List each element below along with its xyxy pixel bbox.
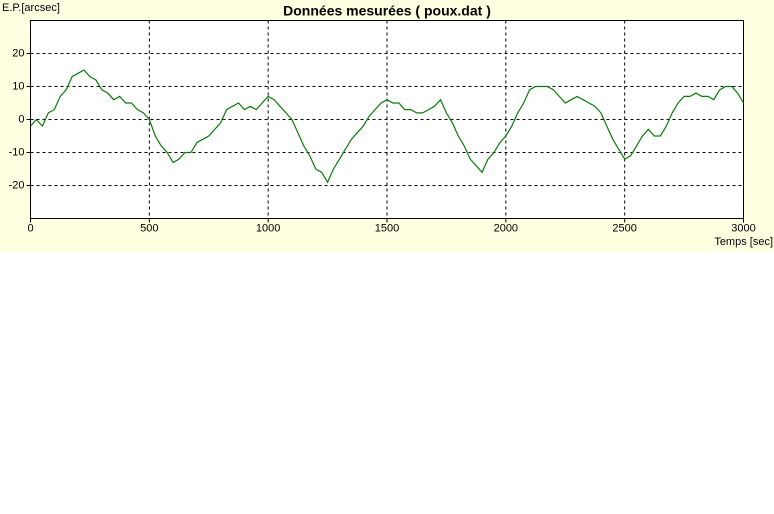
x-tick-label: 0 — [27, 222, 33, 234]
x-axis-label: Temps [sec] — [714, 236, 773, 248]
x-tick-label: 2000 — [494, 222, 518, 234]
x-tick-label: 3000 — [731, 222, 755, 234]
y-tick-label: 20 — [12, 47, 24, 59]
y-tick-label: -20 — [9, 179, 25, 191]
y-tick-label: 0 — [18, 113, 24, 125]
chart-title: Données mesurées ( poux.dat ) — [283, 3, 491, 19]
x-tick-label: 1500 — [375, 222, 399, 234]
y-tick-label: -10 — [9, 146, 25, 158]
y-tick-label: 10 — [12, 80, 24, 92]
x-tick-label: 2500 — [612, 222, 636, 234]
y-axis-label: E.P.[arcsec] — [2, 2, 60, 14]
data-line — [30, 69, 745, 184]
x-tick-label: 500 — [140, 222, 158, 234]
x-tick-label: 1000 — [256, 222, 280, 234]
